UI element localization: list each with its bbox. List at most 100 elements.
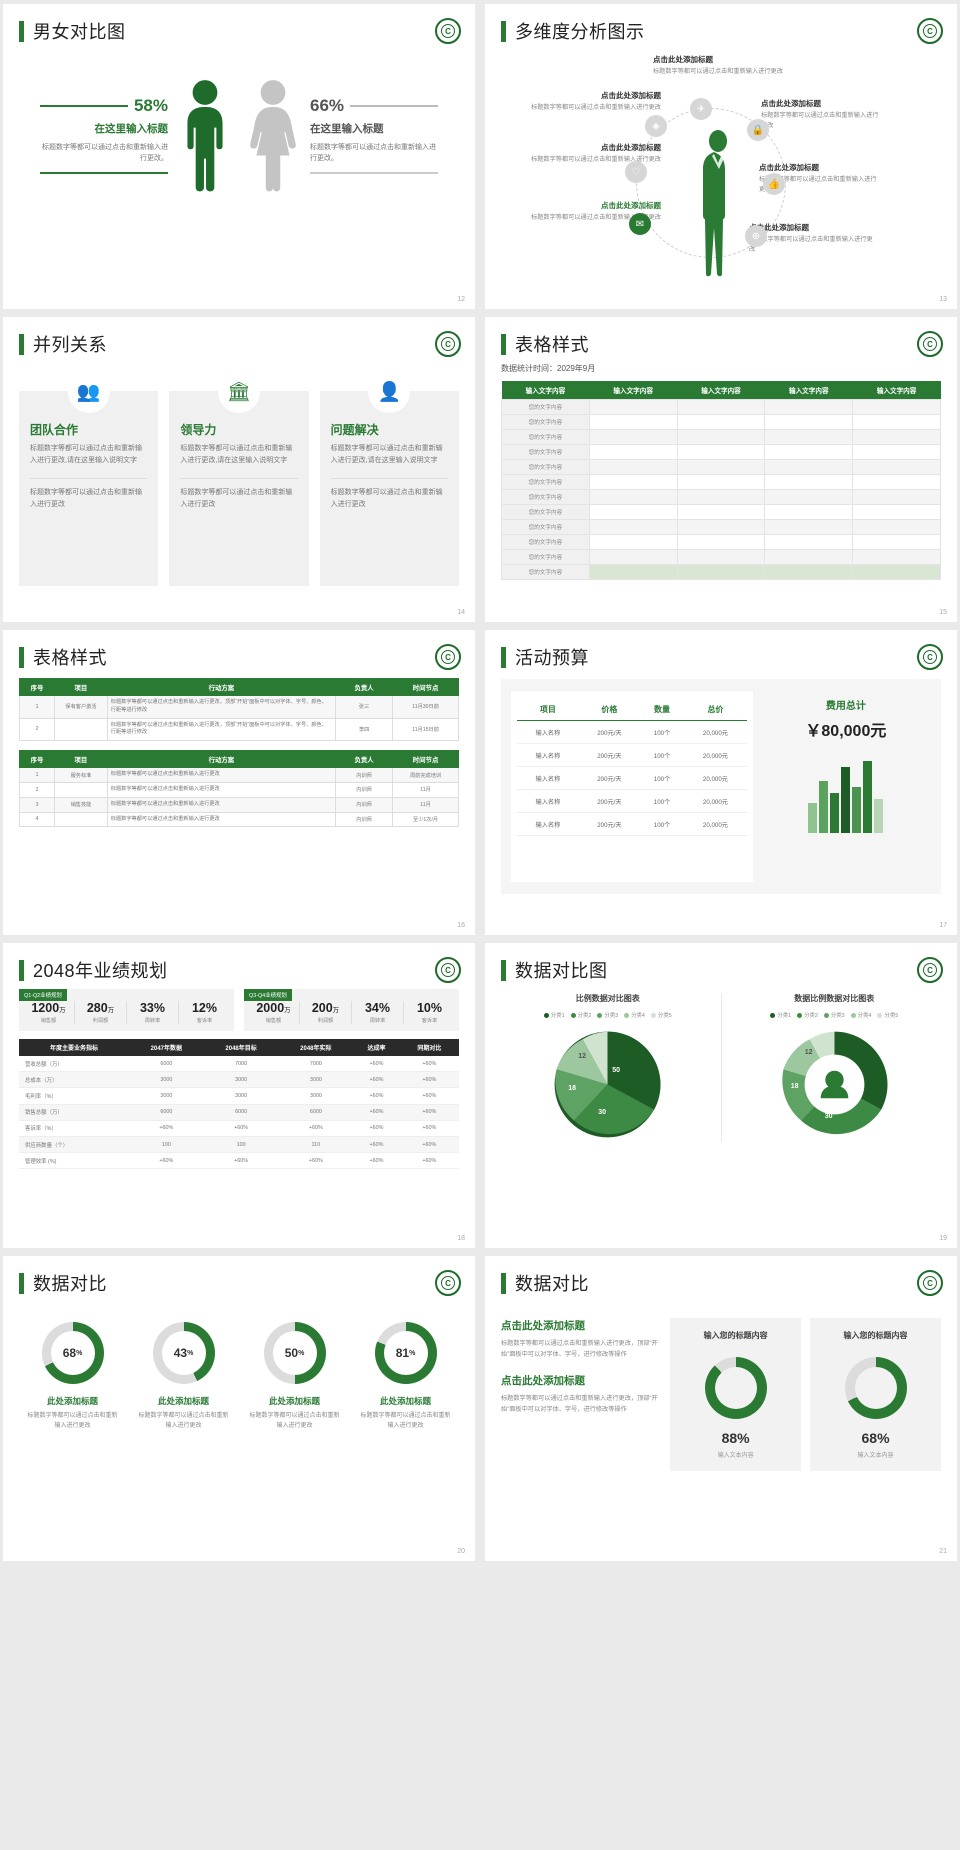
table-header-cell: 输入文字内容 [589,381,678,400]
diamond-icon[interactable]: ◈ [645,115,667,137]
slide-15-table-style[interactable]: C 表格样式 数据统计时间：2029年9月 输入文字内容 输入文字内容 输入文字内容… [485,317,957,622]
slide-16-table-style-2[interactable]: C 表格样式 序号 项目 行动方案 负责人 时间节点 1 保有客户激活 标题数字等都可以… [3,630,475,935]
cell-action: 标题数字等都可以通过点击和重新输入进行更改 [106,811,337,828]
donut-chart-block[interactable]: 数据比例数据对比图表 分类1 分类2 分类3 分类4 分类5 50 30 [728,993,942,1142]
team-star-icon: 👥 [67,371,110,413]
ring-block[interactable]: 68% 此处添加标题 标题数字等都可以通过点击和重新输入进行更改 [19,1322,126,1431]
card-body: 标题数字等都可以通过点击和重新输入进行更改,请在这里输入说明文字 [30,445,142,465]
page-title: 表格样式 [19,644,459,670]
ring-block[interactable]: 81% 此处添加标题 标题数字等都可以通过点击和重新输入进行更改 [352,1322,459,1431]
callout-2[interactable]: 点击此处添加标题 标题数字等都可以通过点击和重新输入进行更改 [521,142,661,165]
thumbs-up-icon[interactable]: 👍 [763,173,785,195]
lock-icon[interactable]: 🔒 [747,119,769,141]
table-header-cell: 项目 [54,750,108,769]
table-row[interactable]: 您的文字内容 [501,534,941,550]
table-row[interactable]: 2 标题数字等都可以通过点击和重新输入进行更改 内训师 11月 [18,781,459,798]
table-row[interactable]: 输入名称 200元/天 100个 20,000元 [517,812,747,836]
table-cell [676,504,766,520]
brand-logo-icon: C [435,644,461,670]
progress-ring: 50% [263,1322,326,1384]
table-cell [676,474,766,490]
cell-action: 标题数字等都可以通过点击和重新输入进行更改 [106,796,337,813]
table-cell: +60% [399,1087,459,1105]
callout-body: 标题数字等都可以通过点击和重新输入进行更改 [749,236,873,253]
table-row[interactable]: 1 服务标准 标题数字等都可以通过点击和重新输入进行更改 内训师 周前完成培训 [18,767,459,783]
table-row[interactable]: 3 销售技能 标题数字等都可以通过点击和重新输入进行更改 内训师 11月 [18,796,459,813]
table-row[interactable]: 输入名称 200元/天 100个 20,000元 [517,743,747,767]
table-row[interactable]: 2 标题数字等都可以通过点击和重新输入进行更改，顶部“开始”面板中可以对字体、字… [18,717,459,742]
block-heading-2: 点击此处添加标题 [501,1375,585,1388]
table-row[interactable]: 您的文字内容 [501,459,941,475]
table-row[interactable]: 营收总额（万） 6000 7000 7000 +60% +60% [19,1056,459,1073]
metric-box-1[interactable]: 输入您的标题内容 88% 输入文本内容 [670,1318,802,1471]
callout-4[interactable]: 点击此处添加标题 标题数字等都可以通过点击和重新输入进行更改 [653,54,793,77]
table-row[interactable]: 4 标题数字等都可以通过点击和重新输入进行更改 内训师 至少1次/月 [18,811,459,828]
table-row[interactable]: 输入名称 200元/天 100个 20,000元 [517,720,747,744]
table-cell: 输入名称 [517,766,579,790]
ring-block[interactable]: 43% 此处添加标题 标题数字等都可以通过点击和重新输入进行更改 [130,1322,237,1431]
table-row[interactable]: 销售总额（万） 6000 6000 6000 +60% +60% [19,1104,459,1121]
table-row[interactable]: 您的文字内容 [501,489,941,505]
slide-19-data-comparison-charts[interactable]: C 数据对比图 比例数据对比图表 分类1 分类2 分类3 分类4 分类5 50 [485,943,957,1248]
pie-chart-block[interactable]: 比例数据对比图表 分类1 分类2 分类3 分类4 分类5 50 30 18 12 [501,993,715,1142]
card-teamwork[interactable]: 👥 团队合作 标题数字等都可以通过点击和重新输入进行更改,请在这里输入说明文字 … [19,371,159,586]
cell-owner: 李四 [335,717,394,742]
callout-body: 标题数字等都可以通过点击和重新输入进行更改 [531,214,661,221]
table-row[interactable]: 输入名称 200元/天 100个 20,000元 [517,766,747,790]
table-row[interactable]: 客诉率（%） +60% +60% +60% +60% +60% [19,1120,459,1137]
card-leadership[interactable]: 🏛 领导力 标题数字等都可以通过点击和重新输入进行更改,请在这里输入说明文字 标… [169,371,309,586]
table-row[interactable]: 您的文字内容 [501,399,941,415]
slide-12-gender-comparison[interactable]: C 男女对比图 58% 在这里输入标题 标题数字等都可以通过点击和重新输入进行更… [3,4,475,309]
callout-7[interactable]: 点击此处添加标题 标题数字等都可以通过点击和重新输入进行更改 [749,222,877,254]
title-accent-bar [501,959,506,981]
table-row[interactable]: 管理效率 (%) +60% +60% +60% +60% +60% [19,1152,459,1170]
slide-17-activity-budget[interactable]: C 活动预算 项目 价格 数量 总价 输入名称 200元/天 100个 20,000元 输入名… [485,630,957,935]
title-accent-bar [19,646,24,668]
table-cell: 您的文字内容 [501,504,590,520]
slide-20-data-comparison-rings[interactable]: C 数据对比 68% 此处添加标题 标题数字等都可以通过点击和重新输入进行更改 … [3,1256,475,1561]
kpi-group[interactable]: Q3-Q4业绩规划 2000万 销售额 200万 利润额 34% 周转率 10%… [244,989,459,1031]
table-cell [676,459,766,475]
slide-title-text: 活动预算 [515,648,589,668]
table-cell [676,534,766,550]
table-cell [764,399,854,415]
table-row[interactable]: 您的文字内容 [501,474,941,490]
table-row[interactable]: 总成本（万） 3000 3000 3000 +60% +60% [19,1071,459,1089]
table-row[interactable]: 您的文字内容 [501,564,941,580]
globe-icon[interactable]: ⊕ [745,225,767,247]
table-cell [764,429,854,445]
table-cell [852,474,941,490]
table-row[interactable]: 供应商数量（个） 100 100 110 +60% +60% [19,1136,459,1154]
metric-box-2[interactable]: 输入您的标题内容 68% 输入文本内容 [810,1318,941,1471]
callout-1[interactable]: 点击此处添加标题 标题数字等都可以通过点击和重新输入进行更改 [531,90,661,113]
rocket-icon[interactable]: ✈ [690,98,712,120]
ring-block[interactable]: 50% 此处添加标题 标题数字等都可以通过点击和重新输入进行更改 [241,1322,348,1431]
female-stat-block: 66% 在这里输入标题 标题数字等都可以通过点击和重新输入进行更改。 [310,96,438,174]
mail-icon[interactable]: ✉ [629,213,651,235]
callout-body: 标题数字等都可以通过点击和重新输入进行更改 [761,112,879,129]
person-question-icon: 👤 [368,371,411,413]
heart-icon[interactable]: ♡ [625,161,647,183]
card-problem-solving[interactable]: 👤 问题解决 标题数字等都可以通过点击和重新输入进行更改,请在这里输入说明文字 … [319,371,459,586]
table-cell: 200元/天 [578,789,640,813]
callout-3[interactable]: 点击此处添加标题 标题数字等都可以通过点击和重新输入进行更改 [523,200,661,223]
callout-5[interactable]: 点击此处添加标题 标题数字等都可以通过点击和重新输入进行更改 [761,98,879,130]
kpi-group[interactable]: Q1-Q2业绩规划 1200万 销售额 280万 利润额 33% 周转率 12%… [19,989,234,1031]
icon-ring: ✈ 🔒 👍 ⊕ ✉ ♡ ◈ [625,98,786,258]
table-row[interactable]: 输入名称 200元/天 100个 20,000元 [517,789,747,813]
table-cell [676,564,766,580]
table-row[interactable]: 您的文字内容 [501,504,941,520]
table-row[interactable]: 您的文字内容 [501,444,941,460]
slide-14-parallel-relation[interactable]: C 并列关系 👥 团队合作 标题数字等都可以通过点击和重新输入进行更改,请在这里… [3,317,475,622]
slide-18-business-plan[interactable]: C 2048年业绩规划 Q1-Q2业绩规划 1200万 销售额 280万 利润额… [3,943,475,1248]
table-row[interactable]: 您的文字内容 [501,519,941,535]
slide-13-multidimension[interactable]: C 多维度分析图示 点击此处添加标题 标题数字等都可以通过点击和重新输入进行更改… [485,4,957,309]
table-row[interactable]: 您的文字内容 [501,429,941,445]
table-row[interactable]: 毛利率（%） 3000 3000 3000 +60% +60% [19,1087,459,1105]
callout-heading: 点击此处添加标题 [601,143,661,152]
slide-21-data-comparison-text[interactable]: C 数据对比 点击此处添加标题 标题数字等都可以通过点击和重新输入进行更改，顶部… [485,1256,957,1561]
page-number: 18 [457,1235,465,1242]
table-row[interactable]: 您的文字内容 [501,414,941,430]
table-row[interactable]: 您的文字内容 [501,549,941,565]
table-row[interactable]: 1 保有客户激活 标题数字等都可以通过点击和重新输入进行更改，顶部“开始”面板中… [18,695,459,719]
